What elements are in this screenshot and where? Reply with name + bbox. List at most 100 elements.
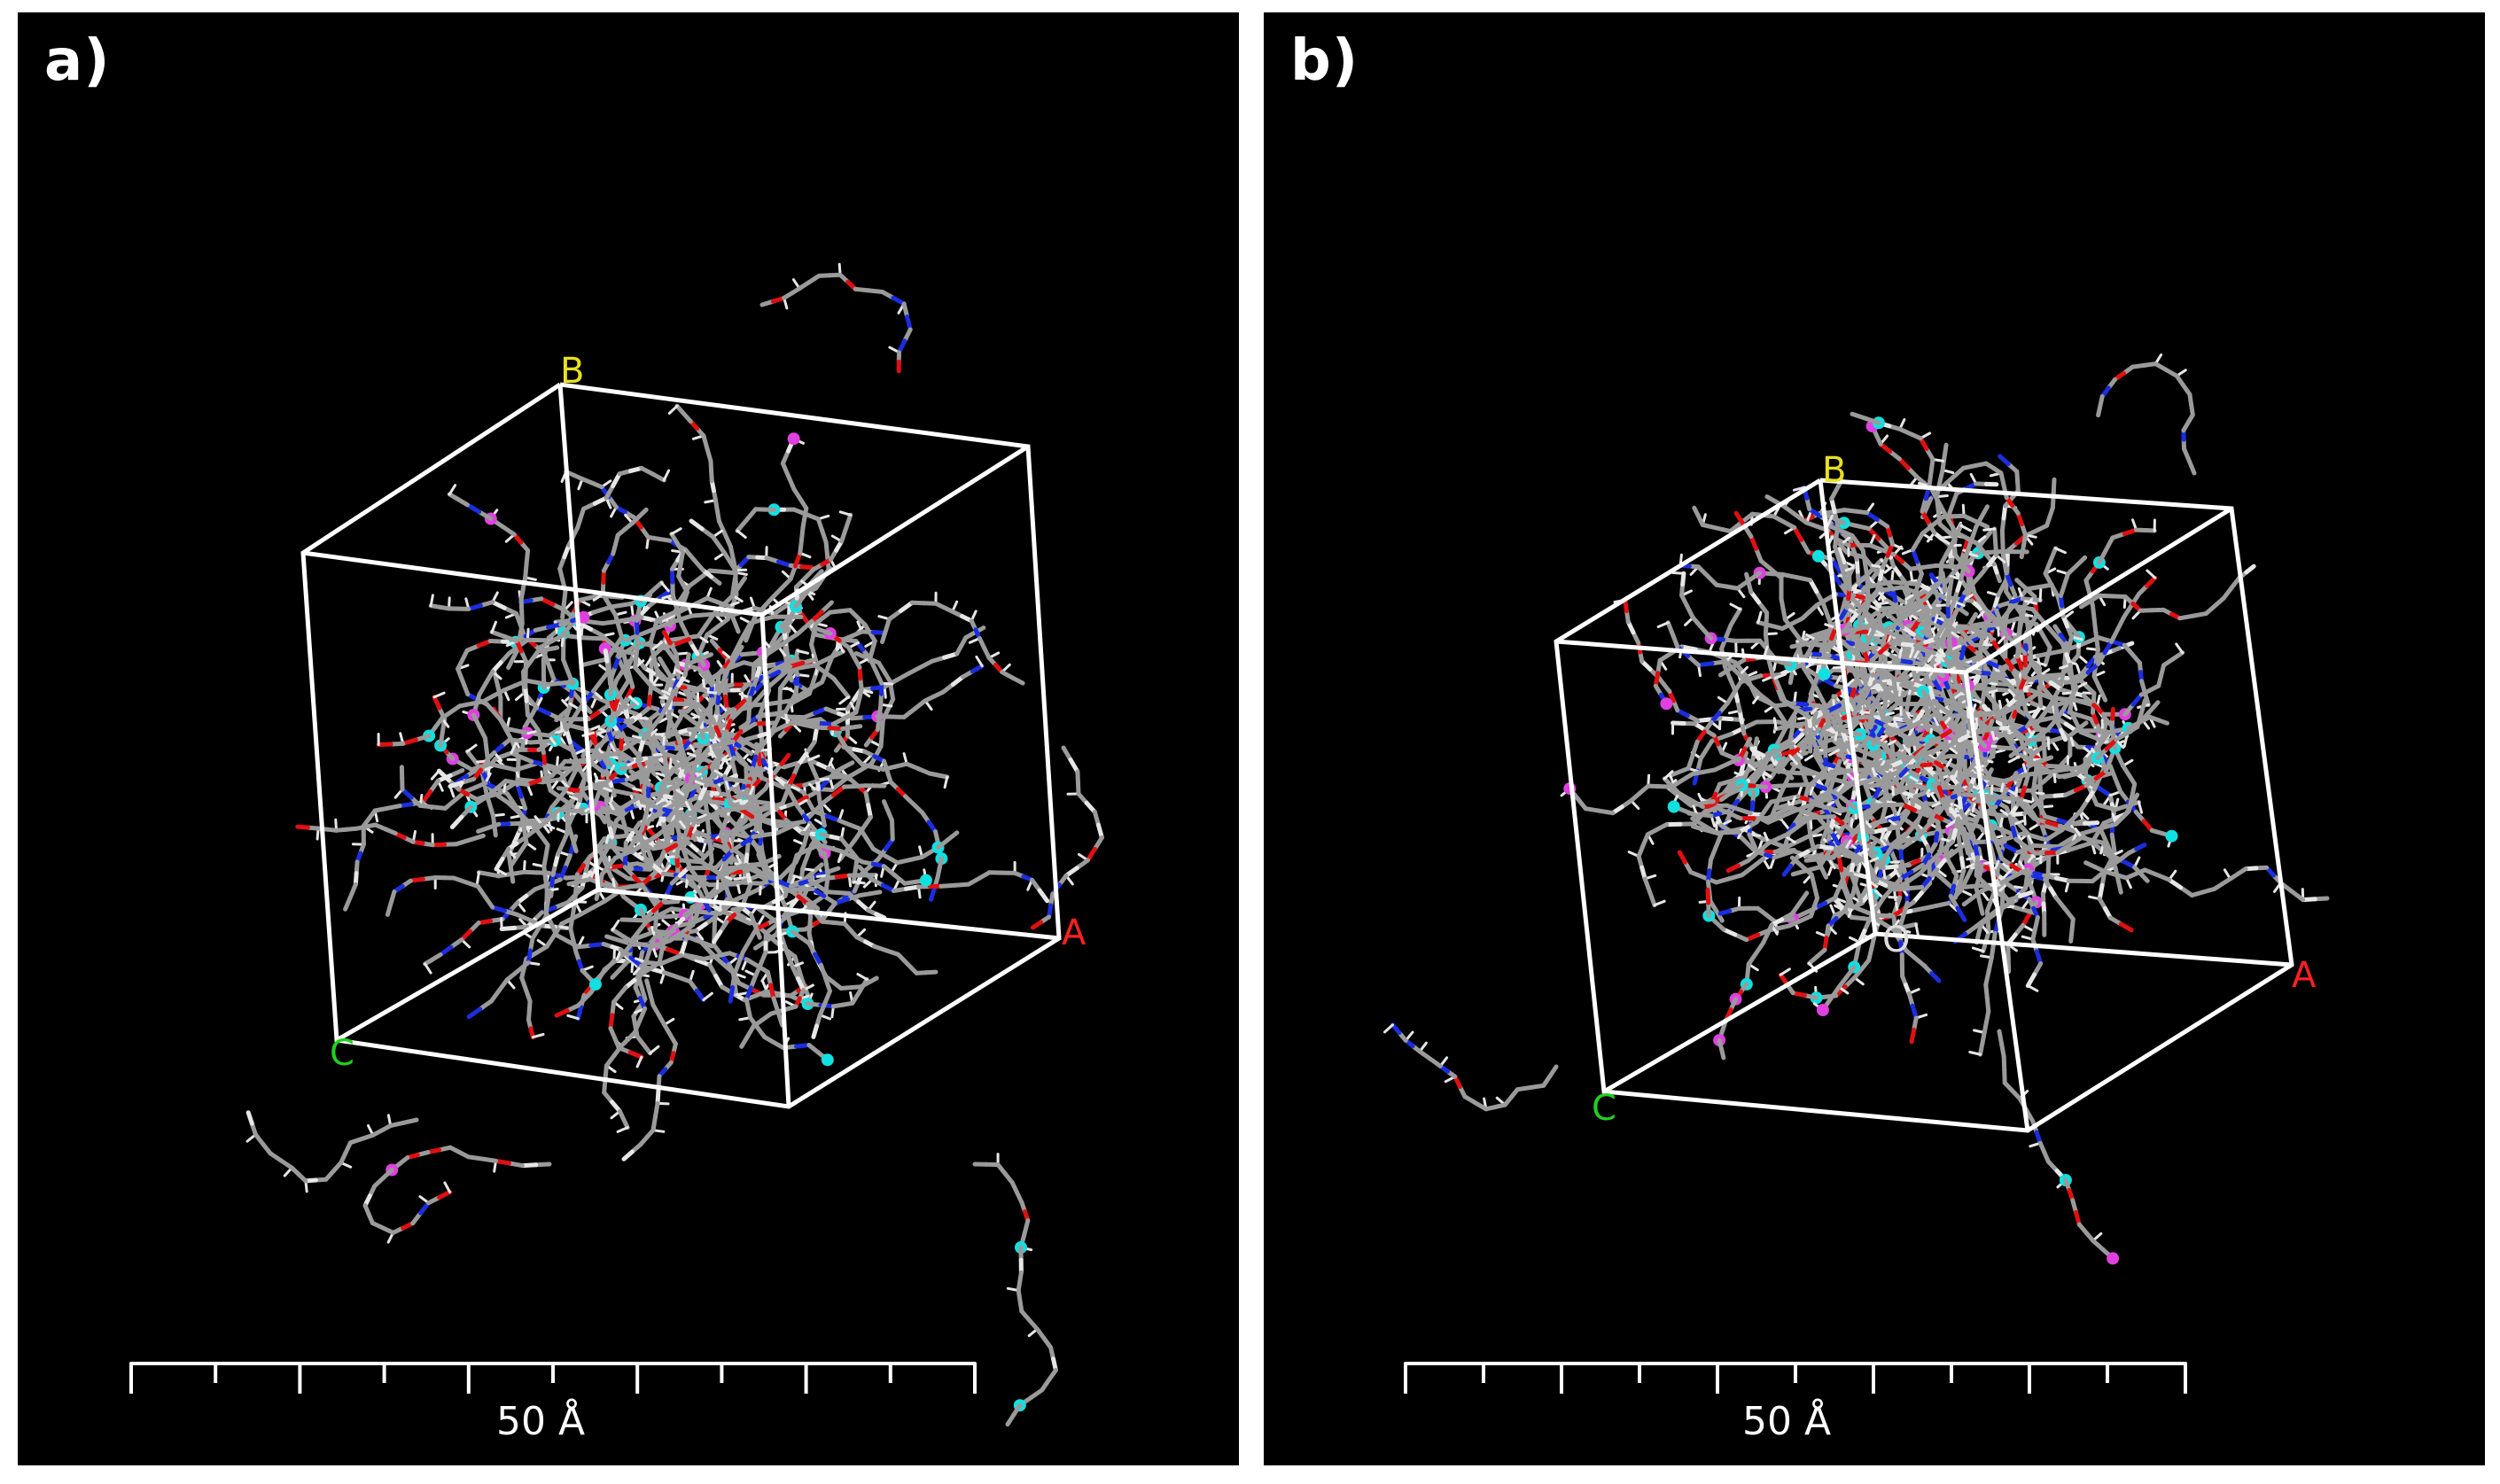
bond bbox=[690, 754, 701, 773]
bond bbox=[838, 695, 850, 705]
bond bbox=[641, 1042, 653, 1056]
bond bbox=[575, 1005, 584, 1022]
bond bbox=[730, 971, 737, 990]
bond bbox=[579, 905, 596, 917]
bond bbox=[868, 656, 878, 673]
scale-bar-label: 50 Å bbox=[496, 1399, 586, 1444]
bond bbox=[1750, 856, 1766, 870]
axis-label-c: C bbox=[330, 1033, 354, 1074]
bond bbox=[657, 906, 674, 918]
molecular-scene: B A C bbox=[129, 262, 1104, 1427]
bond bbox=[1799, 537, 1811, 555]
box-edge-hidden bbox=[597, 887, 1060, 941]
bond bbox=[456, 666, 465, 684]
bond bbox=[516, 840, 529, 857]
bond bbox=[2096, 786, 2113, 798]
bond bbox=[2138, 872, 2150, 883]
bond bbox=[616, 1126, 629, 1133]
bond bbox=[661, 843, 679, 854]
bond bbox=[651, 653, 659, 672]
bond bbox=[466, 1154, 485, 1162]
bond bbox=[1998, 454, 2011, 467]
bond bbox=[610, 999, 617, 1018]
bond bbox=[1061, 745, 1073, 762]
box-edge-hidden bbox=[557, 384, 601, 890]
bond bbox=[824, 654, 835, 672]
molecule-cloud bbox=[1383, 353, 2330, 1265]
bond bbox=[483, 669, 495, 686]
bond bbox=[683, 688, 696, 706]
panel-a: a) B A C 50 Å bbox=[18, 12, 1239, 1465]
bond bbox=[669, 532, 680, 546]
bond bbox=[348, 882, 358, 899]
scale-bar bbox=[129, 1362, 977, 1394]
bond bbox=[713, 725, 722, 738]
bond bbox=[479, 1156, 498, 1163]
bond bbox=[708, 742, 724, 750]
bond bbox=[785, 820, 801, 831]
bond bbox=[568, 913, 575, 931]
bond bbox=[2118, 921, 2134, 933]
bond bbox=[679, 922, 696, 936]
bond bbox=[712, 929, 723, 944]
bond bbox=[662, 469, 671, 482]
bond bbox=[757, 762, 764, 781]
bond bbox=[839, 525, 849, 544]
bond bbox=[533, 1162, 552, 1168]
bond bbox=[2005, 942, 2011, 960]
bond bbox=[743, 796, 758, 810]
bond bbox=[771, 996, 781, 1014]
bond bbox=[604, 934, 623, 944]
bond bbox=[1031, 920, 1043, 930]
bond bbox=[650, 714, 664, 730]
bond bbox=[650, 1115, 658, 1133]
bond bbox=[1022, 1218, 1031, 1237]
bond bbox=[823, 706, 841, 716]
bond bbox=[667, 930, 684, 944]
bond bbox=[929, 886, 937, 902]
bond bbox=[429, 594, 434, 608]
bond bbox=[515, 960, 531, 974]
bond bbox=[537, 639, 554, 650]
bond bbox=[725, 656, 737, 672]
bond bbox=[1092, 835, 1104, 851]
box-edge-hidden bbox=[335, 887, 600, 1043]
bond bbox=[732, 698, 747, 712]
bond bbox=[459, 804, 473, 820]
bond bbox=[608, 863, 627, 870]
bond bbox=[782, 617, 792, 634]
bond bbox=[432, 691, 446, 699]
box-edge bbox=[759, 614, 791, 1107]
bond bbox=[659, 640, 672, 655]
bond bbox=[823, 975, 832, 994]
bond bbox=[694, 958, 713, 967]
bond bbox=[853, 651, 870, 661]
bond bbox=[798, 663, 817, 671]
bond bbox=[849, 724, 863, 730]
bond bbox=[1793, 512, 1809, 525]
bond bbox=[683, 795, 700, 804]
bond bbox=[867, 975, 879, 985]
bond bbox=[666, 607, 684, 618]
bond bbox=[627, 1050, 644, 1060]
bond bbox=[1792, 525, 1804, 542]
bond bbox=[943, 775, 949, 789]
bond bbox=[566, 811, 577, 827]
bond bbox=[851, 867, 858, 884]
bond bbox=[448, 484, 457, 496]
bond bbox=[651, 641, 663, 650]
bond bbox=[739, 863, 758, 874]
bond bbox=[621, 650, 629, 669]
bond bbox=[388, 1120, 406, 1129]
bond bbox=[674, 836, 690, 848]
bond bbox=[765, 969, 774, 988]
bond bbox=[509, 750, 524, 760]
bond bbox=[938, 882, 957, 889]
bond bbox=[1009, 675, 1025, 686]
bond bbox=[611, 788, 629, 796]
bond bbox=[923, 969, 938, 975]
bond bbox=[464, 749, 478, 764]
bond bbox=[655, 612, 672, 623]
bond bbox=[464, 502, 482, 515]
bond bbox=[657, 656, 669, 673]
